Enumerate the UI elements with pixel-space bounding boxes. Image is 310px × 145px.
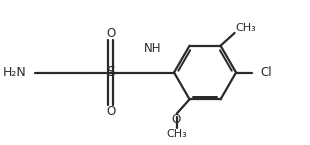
Text: CH₃: CH₃ — [166, 129, 187, 139]
Text: CH₃: CH₃ — [236, 23, 256, 33]
Text: Cl: Cl — [260, 66, 272, 79]
Text: O: O — [172, 113, 181, 126]
Text: H₂N: H₂N — [3, 66, 27, 79]
Text: S: S — [106, 66, 115, 79]
Text: O: O — [106, 27, 115, 40]
Text: O: O — [106, 105, 115, 118]
Text: NH: NH — [144, 42, 162, 55]
